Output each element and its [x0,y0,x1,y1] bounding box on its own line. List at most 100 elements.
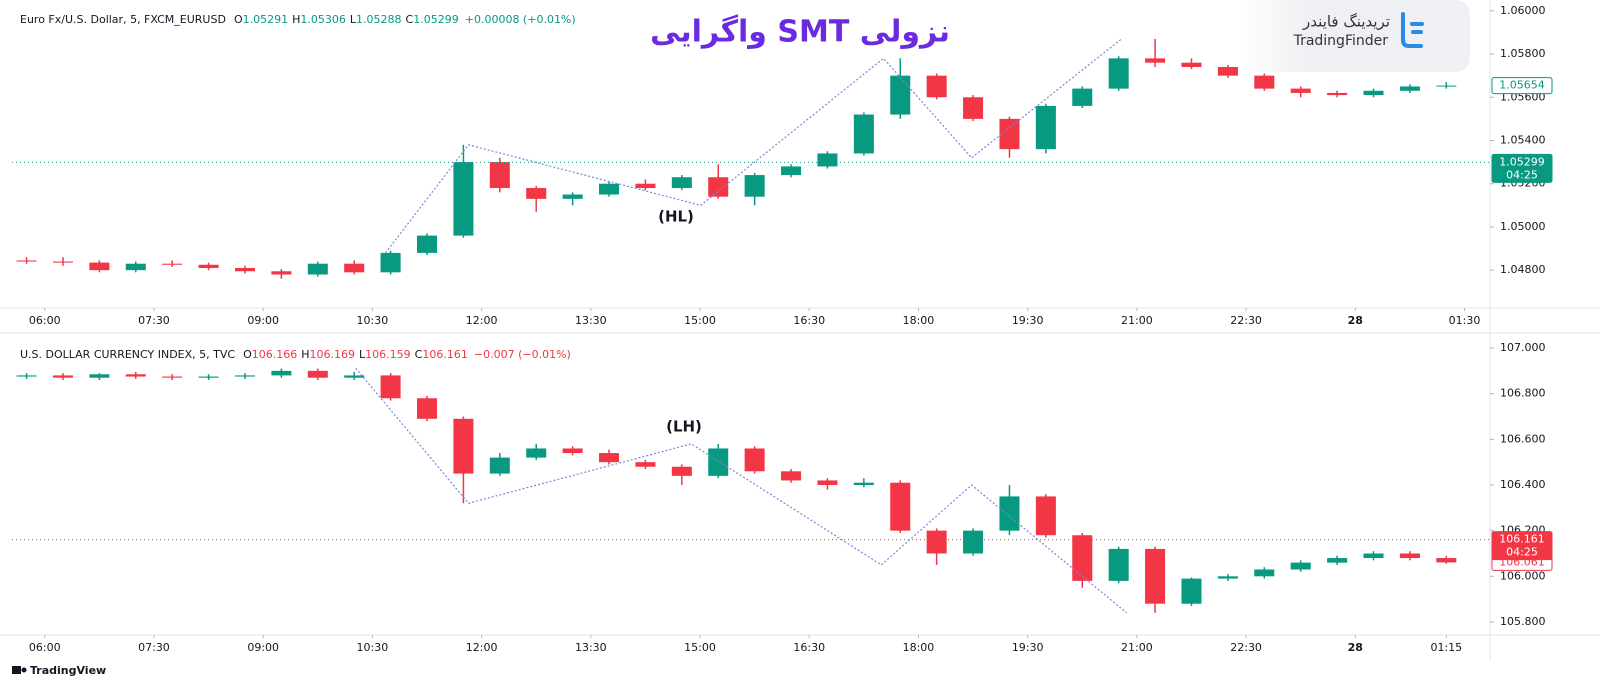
x-tick-label: 12:00 [466,314,498,327]
logo-panel [1238,0,1470,72]
x-tick-label: 01:15 [1430,641,1462,654]
legend-key: L [350,13,357,26]
legend-key: C [415,348,423,361]
x-tick-label: 06:00 [29,314,61,327]
candle-body [1072,88,1093,106]
x-tick-label: 10:30 [357,314,389,327]
candle-body [635,183,656,189]
x-tick-label: 22:30 [1230,314,1262,327]
x-tick-label: 19:30 [1012,314,1044,327]
candle-body [1108,548,1129,581]
x-tick-label: 16:30 [793,641,825,654]
candle-body [926,530,947,554]
candle-body [344,263,365,273]
candle-body [890,482,911,531]
x-tick-label: 09:00 [247,314,279,327]
legend-value: 106.159 [365,348,411,361]
candle-body [999,496,1020,531]
legend: Euro Fx/U.S. Dollar, 5, FXCM_EURUSD O1.05… [20,13,576,26]
candle-body [744,448,765,472]
candle-body [1327,92,1348,96]
candle-body [125,374,146,377]
candle-body [234,375,255,377]
candle-body [16,375,37,377]
candle-body [890,75,911,115]
y-tick-label: 1.05000 [1500,220,1546,233]
candle-body [307,370,328,378]
x-tick-label: 13:30 [575,314,607,327]
y-tick-label: 106.800 [1500,387,1546,400]
candle-body [416,398,438,419]
y-tick-label: 105.800 [1500,615,1546,628]
y-tick-label: 1.05800 [1500,47,1546,60]
candle-body [89,262,110,271]
legend-key: L [359,348,366,361]
candle-body [380,375,401,399]
legend-value: 106.166 [252,348,298,361]
tradingview-logo [12,666,27,674]
price-tag [1491,531,1553,561]
price-tag-label: 1.05299 [1499,155,1545,168]
annotation: (HL) [658,208,694,226]
candle-body [198,264,219,269]
x-tick-label: 21:00 [1121,641,1153,654]
legend: U.S. DOLLAR CURRENCY INDEX, 5, TVC O106.1… [20,348,571,361]
candle-body [671,466,692,476]
y-tick-label: 1.05400 [1500,133,1546,146]
price-tag [1491,153,1553,183]
candle-body [526,188,547,199]
candle-body [1363,553,1384,559]
candle-body [1145,58,1166,63]
x-tick-label: 28 [1348,314,1363,327]
candle-body [1181,62,1202,68]
candle-body [1363,90,1384,96]
candle-body [1399,86,1420,91]
candle-body [599,183,620,195]
x-tick-label: 21:00 [1121,314,1153,327]
candle-body [926,75,947,98]
candle-body [125,263,146,271]
x-tick-label: 15:00 [684,641,716,654]
x-tick-label: 09:00 [247,641,279,654]
candle-body [1217,576,1238,579]
x-tick-label: 07:30 [138,641,170,654]
candle-body [271,271,292,275]
candle-body [671,177,692,189]
price-tag-timer: 04:25 [1506,168,1538,181]
candle-body [234,268,255,272]
legend-symbol: U.S. DOLLAR CURRENCY INDEX, 5, TVC [20,348,235,361]
legend-symbol: Euro Fx/U.S. Dollar, 5, FXCM_EURUSD [20,13,226,26]
y-tick-label: 107.000 [1500,341,1546,354]
candle-body [52,261,73,263]
candle-body [1108,58,1129,89]
candle-body [1290,88,1311,93]
logo-text-en: TradingFinder [1293,33,1389,49]
annotation: (LH) [666,418,702,436]
price-tag-timer: 04:25 [1506,546,1538,559]
x-tick-label: 16:30 [793,314,825,327]
legend-value: 106.161 [422,348,468,361]
logo-icon [1401,12,1424,48]
candle-body [344,375,365,378]
candle-body [1035,105,1056,150]
trend-line [385,38,1122,254]
candle-body [416,235,438,253]
x-tick-label: 15:00 [684,314,716,327]
legend-key: C [406,13,414,26]
candle-body [853,482,874,485]
candle-body [1072,535,1093,581]
x-tick-label: 10:30 [357,641,389,654]
candle-body [453,162,474,236]
candle-body [162,263,183,265]
candle-body [963,97,984,119]
candle-body [380,252,401,273]
chart-title: واگرایی SMT نزولی [650,14,950,50]
candle-body [1181,578,1202,604]
candle-body [198,376,219,378]
x-tick-label: 12:00 [466,641,498,654]
candle-body [853,114,874,154]
x-tick-label: 13:30 [575,641,607,654]
x-tick-label: 07:30 [138,314,170,327]
candle-body [271,370,292,376]
candle-body [999,118,1020,150]
